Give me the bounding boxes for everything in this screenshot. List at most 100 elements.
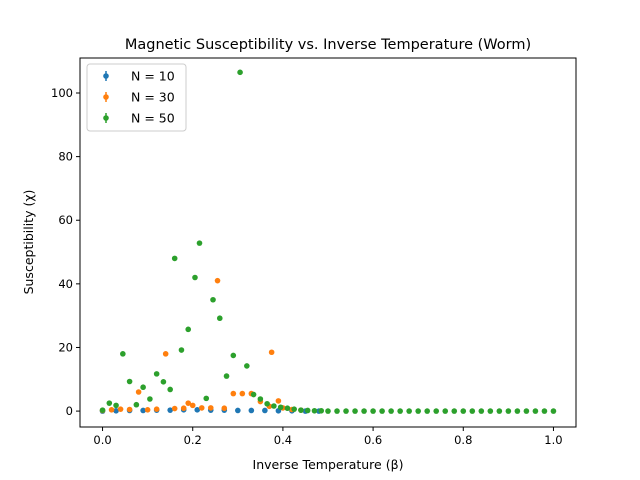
data-point [192,274,198,281]
data-point [189,402,196,409]
data-point [298,407,304,413]
data-point [113,407,119,414]
data-point [126,378,133,385]
data-point [144,407,151,413]
data-point [352,408,358,414]
data-point [167,407,173,413]
data-point [451,408,458,414]
data-point [221,405,228,412]
data-point [196,240,203,246]
data-point [210,296,216,303]
data-point [185,326,192,333]
data-point [214,277,221,284]
data-point [318,407,325,414]
data-point [523,408,530,414]
data-point [415,408,421,414]
data-point [541,408,548,414]
data-point [487,408,494,414]
data-point [108,407,115,413]
data-point [185,400,192,406]
x-tick-label: 0.6 [364,433,382,447]
legend: N = 10 N = 30 N = 50 [86,63,187,132]
data-point [99,407,106,413]
y-tick-label: 40 [58,277,73,291]
legend-label: N = 50 [131,111,175,126]
data-point [433,408,440,414]
x-tick-label: 0.2 [184,433,202,447]
data-point [203,395,210,402]
data-point [406,408,412,414]
x-tick-label: 0.0 [93,433,111,447]
legend-marker-icon [103,94,109,100]
data-point [178,347,185,353]
legend-marker-icon [103,115,109,121]
y-tick-label: 0 [66,404,73,418]
data-point [325,408,331,414]
data-point [250,391,257,398]
data-point [532,408,539,414]
data-point [388,408,394,414]
data-point [343,408,349,414]
data-point [113,402,119,409]
data-point [460,408,467,414]
y-tick-label: 20 [58,340,73,354]
data-point [271,403,277,409]
data-point [248,407,255,414]
x-tick-label: 1.0 [544,433,562,447]
data-point [239,390,246,397]
chart-title: Magnetic Susceptibility vs. Inverse Temp… [125,37,531,53]
y-tick-label: 60 [58,213,73,227]
y-axis-label: Susceptibility (χ) [21,190,36,295]
x-tick-label: 0.8 [454,433,472,447]
data-point [162,351,169,357]
legend-marker-icon [103,73,109,79]
data-point [230,390,237,397]
x-axis-label: Inverse Temperature (β) [253,457,404,472]
data-point [160,379,167,385]
series-2 [99,277,304,414]
data-point [194,407,201,413]
series-3 [99,69,557,414]
data-point [153,406,160,412]
data-point [180,405,187,412]
plot-frame [79,57,577,428]
data-point [291,406,297,412]
data-point [311,407,318,414]
data-point [244,363,250,369]
data-point [207,405,214,411]
data-point [442,408,449,414]
data-point [262,407,268,414]
data-point [478,408,485,414]
data-point [140,407,146,414]
data-point [223,373,230,379]
data-point [106,400,113,406]
data-point [120,351,126,357]
y-tick-label: 100 [51,86,73,100]
data-point [379,408,385,414]
data-point [514,408,521,414]
data-point [334,408,340,414]
legend-item-1: N = 10 [103,69,175,84]
data-point [153,371,160,377]
data-point [277,404,284,411]
legend-label: N = 10 [131,69,175,84]
legend-item-2: N = 30 [103,90,175,105]
data-point [257,396,264,402]
x-axis: 0.0 0.2 0.4 0.6 0.8 1.0 [93,427,563,447]
data-point [496,408,503,414]
data-point [230,352,237,359]
data-point [284,405,291,412]
data-point [126,406,133,413]
legend-label: N = 30 [131,90,175,105]
data-point [304,407,311,414]
data-point [140,384,146,391]
y-axis: 0 20 40 60 80 100 [51,86,80,418]
data-point [424,408,431,414]
data-point [505,408,512,414]
data-point [171,405,178,412]
data-point [268,349,275,356]
x-tick-label: 0.4 [274,433,292,447]
data-point [135,389,142,395]
data-point [235,407,241,414]
